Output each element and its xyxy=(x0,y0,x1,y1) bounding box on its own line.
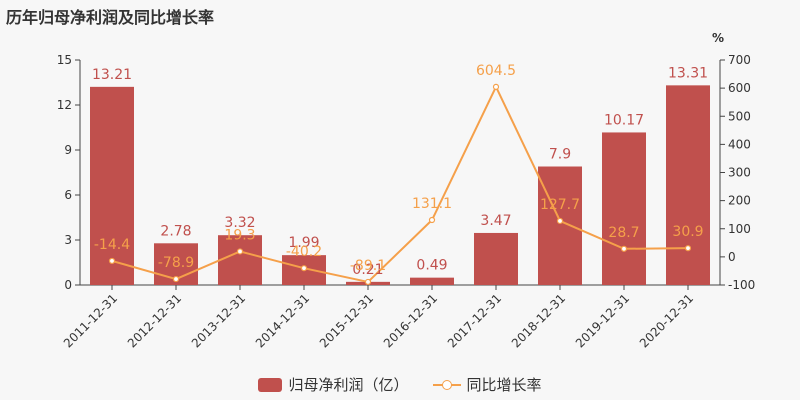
bar xyxy=(410,277,454,285)
y-right-unit: % xyxy=(712,31,724,45)
bar xyxy=(538,166,582,285)
x-tick-label: 2017-12-31 xyxy=(445,291,504,350)
growth-point xyxy=(236,248,244,255)
bar-value-label: 13.21 xyxy=(92,67,132,83)
chart-title: 历年归母净利润及同比增长率 xyxy=(6,8,215,27)
chart: 0 3 6 9 12 15 -100 0 100 200 300 400 500 600 700% 2011-… xyxy=(57,31,756,350)
legend-item-growth[interactable]: 同比增长率 xyxy=(432,374,542,395)
growth-point xyxy=(428,216,436,224)
growth-point xyxy=(556,217,564,225)
bar-value-label: 2.78 xyxy=(160,223,191,239)
bar-value-label: 0.49 xyxy=(416,258,447,274)
bar-value-label: 10.17 xyxy=(604,112,644,128)
growth-value-label: 19.3 xyxy=(224,227,255,243)
y-right-tick-label: 600 xyxy=(728,81,751,95)
bar xyxy=(218,235,262,285)
bar-value-label: 13.31 xyxy=(668,65,708,81)
y-right-tick-label: 100 xyxy=(728,222,751,236)
x-tick-label: 2019-12-31 xyxy=(573,291,632,350)
growth-value-label: -14.4 xyxy=(94,237,130,253)
legend-label-profit: 归母净利润（亿） xyxy=(288,376,409,394)
legend-item-profit[interactable]: 归母净利润（亿） xyxy=(258,374,409,395)
y-left-tick-label: 0 xyxy=(64,278,72,292)
y-left-tick-label: 12 xyxy=(57,98,72,112)
y-right-tick-label: 200 xyxy=(728,194,751,208)
x-tick-label: 2018-12-31 xyxy=(509,291,568,350)
x-tick-label: 2012-12-31 xyxy=(125,291,184,350)
bar xyxy=(90,86,134,285)
y-right-tick-label: -100 xyxy=(728,278,755,292)
bar xyxy=(602,132,646,285)
x-tick-label: 2015-12-31 xyxy=(317,291,376,350)
growth-value-label: 604.5 xyxy=(476,63,516,79)
y-left-tick-label: 9 xyxy=(64,143,72,157)
legend-label-growth: 同比增长率 xyxy=(466,376,542,394)
y-left-tick-label: 6 xyxy=(64,188,72,202)
bar-value-label: 0.21 xyxy=(352,262,383,278)
growth-point xyxy=(108,257,116,265)
growth-value-label: -78.9 xyxy=(158,255,194,271)
growth-value-label: 28.7 xyxy=(608,225,639,241)
y-right-tick-label: 500 xyxy=(728,109,751,123)
bar-value-label: 3.47 xyxy=(480,213,511,229)
growth-point xyxy=(172,275,180,283)
growth-point xyxy=(492,83,500,90)
bar-value-label: 3.32 xyxy=(224,215,255,231)
growth-value-label: 131.1 xyxy=(412,196,452,212)
bar xyxy=(474,232,518,285)
legend-line-swatch xyxy=(432,378,461,392)
growth-line xyxy=(111,84,689,284)
y-left-tick-label: 15 xyxy=(57,53,72,67)
x-tick-label: 2013-12-31 xyxy=(189,291,248,350)
x-tick-label: 2011-12-31 xyxy=(61,291,120,350)
legend-bar-swatch xyxy=(258,377,283,392)
legend: 归母净利润（亿） 同比增长率 xyxy=(0,374,800,395)
x-tick-label: 2020-12-31 xyxy=(637,291,696,350)
y-right-tick-label: 0 xyxy=(728,250,736,264)
bar-value-label: 1.99 xyxy=(288,235,319,251)
growth-point xyxy=(300,265,308,272)
x-tick-label: 2016-12-31 xyxy=(381,291,440,350)
y-left-tick-label: 3 xyxy=(64,233,72,247)
x-tick-label: 2014-12-31 xyxy=(253,291,312,350)
growth-value-label: 30.9 xyxy=(672,224,703,240)
growth-value-label: -89.1 xyxy=(350,258,386,274)
y-right-tick-label: 700 xyxy=(728,53,751,67)
bar-value-label: 7.9 xyxy=(549,147,571,163)
growth-value-label: 127.7 xyxy=(540,197,580,213)
growth-point xyxy=(620,245,628,252)
growth-value-label: -40.2 xyxy=(286,244,322,260)
y-right-tick-label: 300 xyxy=(728,166,751,180)
growth-point xyxy=(364,278,372,286)
bar xyxy=(666,85,710,285)
growth-point xyxy=(684,245,692,252)
y-right-tick-label: 400 xyxy=(728,137,751,151)
